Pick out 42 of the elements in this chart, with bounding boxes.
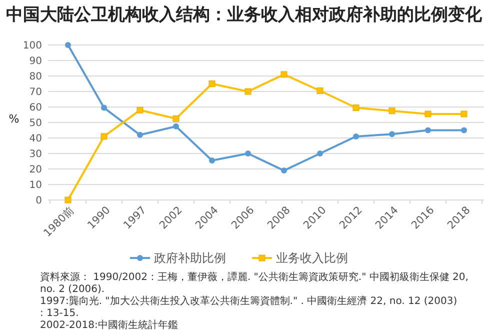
point bbox=[316, 87, 324, 94]
y-tick-label: 60 bbox=[29, 102, 42, 114]
text: 2002-2018:中國衛生統計年鑑 bbox=[40, 319, 178, 330]
y-tick-label: 0 bbox=[36, 196, 42, 206]
point bbox=[173, 123, 179, 130]
point bbox=[245, 150, 251, 156]
point bbox=[64, 196, 72, 204]
point bbox=[388, 108, 396, 114]
point bbox=[352, 104, 360, 112]
point bbox=[100, 133, 108, 140]
point bbox=[460, 110, 468, 118]
point bbox=[136, 106, 144, 114]
y-tick-label: 100 bbox=[22, 40, 42, 52]
text: 1997:龔向光. "加大公共衛生投入改革公共衛生籌資體制." . 中國衛生經濟 22, no. 12 (2003): 13-15. bbox=[40, 295, 458, 319]
point bbox=[244, 88, 252, 95]
point bbox=[425, 127, 431, 134]
y-tick-label: 10 bbox=[29, 180, 42, 191]
point bbox=[65, 42, 71, 48]
point bbox=[172, 115, 180, 122]
y-tick-label: 30 bbox=[29, 149, 42, 160]
source-note: 資料來源： 1990/2002：王梅，董伊薇，譚麗. "公共衛生籌資政策研究." 中國初級衛生保健 20, no. 2 (2006). bbox=[40, 271, 468, 295]
y-tick-label: 90 bbox=[29, 56, 42, 67]
point bbox=[353, 133, 359, 140]
point bbox=[209, 157, 215, 164]
point bbox=[101, 104, 107, 111]
point bbox=[280, 71, 288, 78]
point bbox=[281, 168, 287, 174]
point bbox=[461, 127, 467, 134]
legend-label: 业务收入比例 bbox=[276, 251, 348, 266]
point bbox=[424, 110, 432, 118]
y-tick-label: 70 bbox=[29, 87, 42, 98]
y-axis-title: % bbox=[8, 112, 20, 126]
point bbox=[137, 132, 143, 138]
chart-title: 中国大陆公卫机构收入结构：业务收入相对政府补助的比例变化 bbox=[6, 5, 483, 25]
y-tick-label: 50 bbox=[29, 118, 42, 129]
y-tick-label: 40 bbox=[29, 134, 42, 144]
point bbox=[208, 80, 216, 87]
y-tick-label: 80 bbox=[29, 72, 42, 82]
point bbox=[317, 150, 323, 156]
legend-label: 政府补助比例 bbox=[154, 251, 226, 266]
y-tick-label: 20 bbox=[29, 164, 42, 176]
point bbox=[389, 131, 395, 138]
